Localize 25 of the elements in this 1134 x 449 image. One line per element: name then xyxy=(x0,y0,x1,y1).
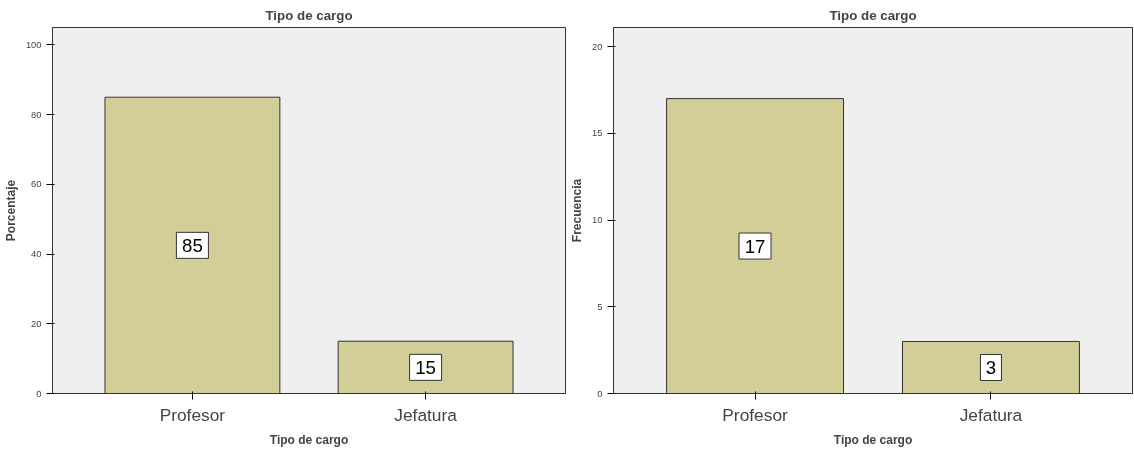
data-label: 85 xyxy=(182,234,203,256)
data-label: 15 xyxy=(415,356,436,378)
x-axis-title: Tipo de cargo xyxy=(833,432,913,447)
y-tick-label: 15 xyxy=(592,128,603,139)
x-tick-label: Jefatura xyxy=(959,404,1023,425)
y-tick-label: 20 xyxy=(31,318,42,329)
y-axis-title: Porcentaje xyxy=(3,179,18,242)
y-tick-label: 40 xyxy=(31,249,42,260)
data-label: 3 xyxy=(985,356,997,378)
y-tick-label: 0 xyxy=(36,388,42,399)
x-axis-title: Tipo de cargo xyxy=(269,432,349,447)
chart-title: Tipo de cargo xyxy=(265,7,353,23)
y-tick-label: 80 xyxy=(31,109,42,120)
x-tick-label: Profesor xyxy=(722,404,789,425)
y-tick-label: 60 xyxy=(31,179,42,190)
x-tick-label: Jefatura xyxy=(394,404,458,425)
y-tick-label: 5 xyxy=(597,301,603,312)
y-tick-label: 0 xyxy=(597,388,603,399)
y-axis-title: Frecuencia xyxy=(570,178,585,243)
y-tick-label: 100 xyxy=(25,39,42,50)
y-tick-label: 20 xyxy=(592,41,603,52)
data-label: 17 xyxy=(744,235,766,257)
x-tick-label: Profesor xyxy=(159,404,226,425)
y-tick-label: 10 xyxy=(592,215,603,226)
chart-title: Tipo de cargo xyxy=(829,7,917,23)
